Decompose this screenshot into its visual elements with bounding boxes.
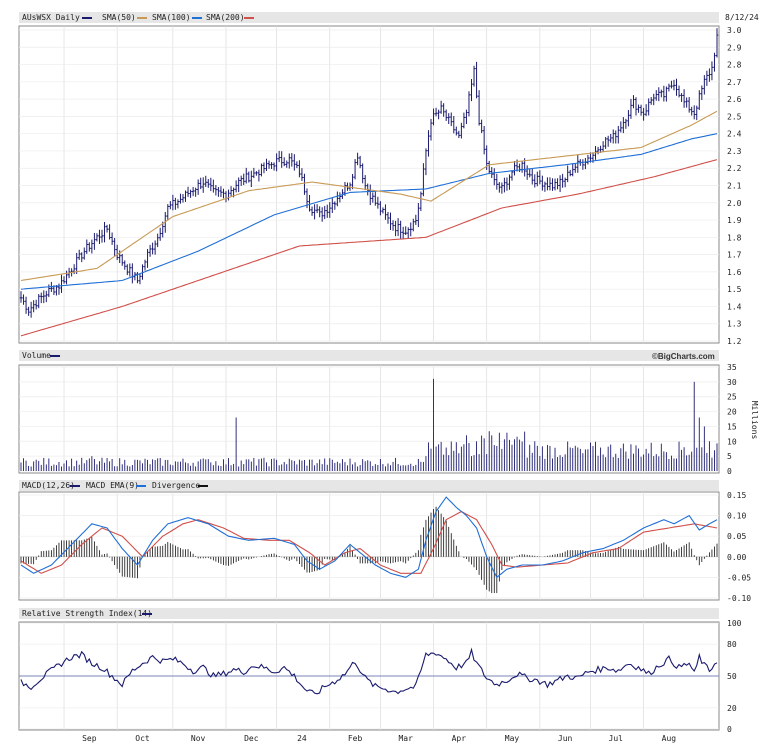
month-label-4: 24 — [297, 734, 307, 743]
price-tick-label: 1.6 — [727, 268, 742, 277]
macd-panel — [18, 491, 720, 601]
macd-tick-label: 0.00 — [727, 553, 746, 562]
price-tick-label: 2.9 — [727, 43, 742, 52]
sma200-legend: SMA(200) — [206, 13, 245, 22]
price-tick-label: 2.1 — [727, 182, 742, 191]
price-tick-label: 1.8 — [727, 233, 742, 242]
price-tick-label: 1.3 — [727, 320, 742, 329]
price-tick-label: 2.6 — [727, 95, 742, 104]
price-tick-label: 2.4 — [727, 130, 742, 139]
macd-signal-line — [20, 510, 718, 574]
month-label-2: Nov — [191, 734, 206, 743]
price-tick-label: 1.5 — [727, 285, 742, 294]
macd-series — [20, 496, 718, 594]
price-tick-label: 1.7 — [727, 251, 742, 260]
price-tick-label: 1.2 — [727, 337, 742, 346]
month-label-10: Jul — [609, 734, 624, 743]
month-label-7: Apr — [452, 734, 467, 743]
volume-legend: Volume — [22, 351, 51, 360]
macd-legend: MACD(12,26) — [22, 481, 75, 490]
sma50-line — [20, 110, 718, 282]
ticker-label: AUsWSX Daily — [22, 13, 80, 22]
macd-ema-legend: MACD EMA(9) — [86, 481, 139, 490]
month-label-9: Jun — [558, 734, 573, 743]
volume-tick-label: 15 — [727, 422, 737, 431]
rsi-legend: Relative Strength Index(14) — [22, 609, 152, 618]
month-label-11: Aug — [662, 734, 677, 743]
bigcharts-watermark: ©BigCharts.com — [652, 352, 715, 361]
rsi-line — [20, 647, 718, 695]
price-tick-label: 1.4 — [727, 302, 742, 311]
rsi-header-bar — [19, 608, 719, 619]
sma50-legend: SMA(50) — [102, 13, 136, 22]
rsi-tick-label: 80 — [727, 640, 737, 649]
price-tick-label: 2.7 — [727, 78, 742, 87]
volume-panel — [18, 364, 720, 474]
price-tick-label: 2.3 — [727, 147, 742, 156]
sma200-line — [20, 159, 718, 337]
month-label-0: Sep — [82, 734, 97, 743]
rsi-tick-label: 50 — [727, 672, 737, 681]
price-tick-label: 2.8 — [727, 61, 742, 70]
rsi-series — [19, 647, 719, 695]
sma100-legend: SMA(100) — [152, 13, 191, 22]
volume-tick-label: 5 — [727, 452, 732, 461]
volume-tick-label: 0 — [727, 467, 732, 476]
price-panel — [18, 25, 720, 344]
month-label-3: Dec — [244, 734, 259, 743]
macd-header-bar — [19, 480, 719, 491]
volume-tick-label: 20 — [727, 408, 737, 417]
rsi-tick-label: 0 — [727, 725, 732, 734]
volume-tick-label: 30 — [727, 378, 737, 387]
macd-tick-label: -0.05 — [727, 573, 751, 582]
sma100-line — [20, 133, 718, 290]
volume-tick-label: 25 — [727, 393, 737, 402]
macd-tick-label: -0.10 — [727, 594, 751, 603]
rsi-tick-label: 100 — [727, 619, 742, 628]
axis-labels: Sep Oct Nov Dec 24 Feb Mar Apr May Jun Jul Aug 3.0 2.… — [82, 26, 759, 743]
month-label-1: Oct — [135, 734, 150, 743]
date-label: 8/12/24 — [725, 13, 759, 22]
rsi-tick-label: 20 — [727, 704, 737, 713]
divergence-legend: Divergence — [152, 481, 200, 490]
volume-tick-label: 35 — [727, 363, 737, 372]
volume-header-bar — [19, 350, 719, 361]
macd-tick-label: 0.05 — [727, 532, 746, 541]
volume-unit-label: Millions — [750, 401, 759, 440]
month-label-5: Feb — [348, 734, 363, 743]
price-header-bar — [19, 12, 719, 23]
price-tick-label: 3.0 — [727, 26, 742, 35]
price-tick-label: 1.9 — [727, 216, 742, 225]
month-label-6: Mar — [398, 734, 413, 743]
macd-tick-label: 0.15 — [727, 491, 746, 500]
price-tick-label: 2.2 — [727, 164, 742, 173]
macd-tick-label: 0.10 — [727, 512, 746, 521]
volume-series — [20, 378, 718, 471]
volume-tick-label: 10 — [727, 437, 737, 446]
price-tick-label: 2.5 — [727, 112, 742, 121]
price-series — [19, 28, 719, 337]
macd-line — [20, 496, 718, 579]
month-label-8: May — [505, 734, 520, 743]
price-tick-label: 2.0 — [727, 199, 742, 208]
grid-lines — [19, 26, 719, 730]
